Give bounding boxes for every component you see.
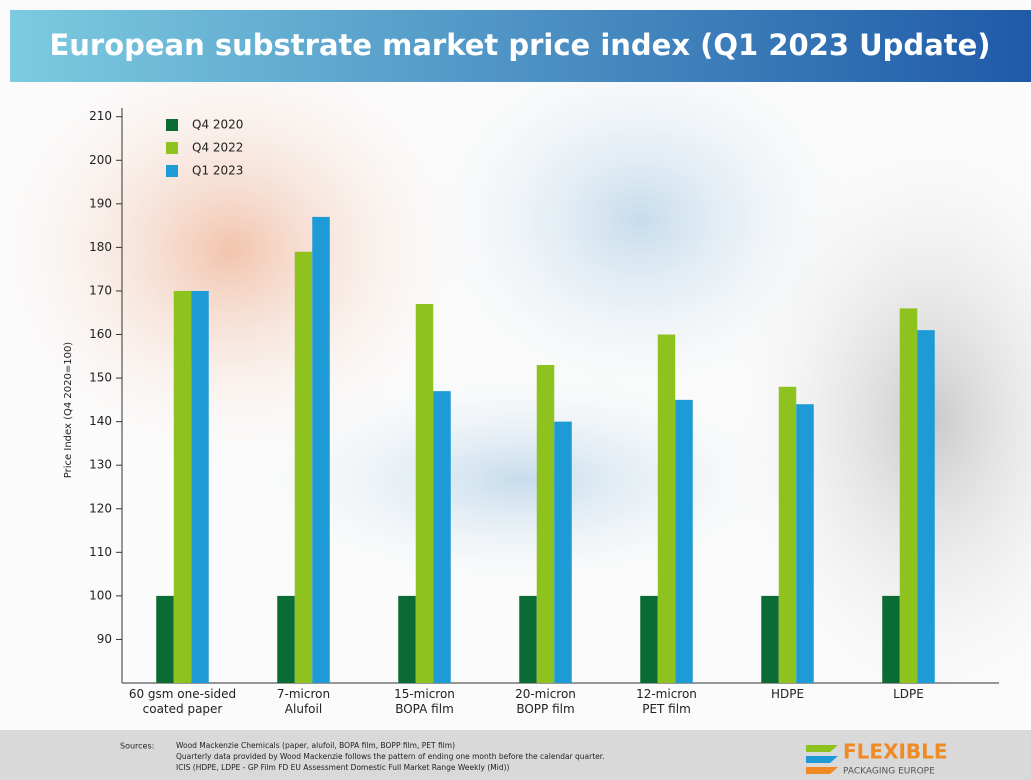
- page: European substrate market price index (Q…: [0, 0, 1031, 780]
- bar: [433, 391, 451, 683]
- x-tick-label: 60 gsm one-sided coated paper: [123, 687, 243, 717]
- y-tick-label: 90: [97, 632, 112, 646]
- bar: [156, 596, 174, 683]
- bar: [900, 308, 918, 683]
- y-tick-label: 110: [89, 545, 112, 559]
- bar: [554, 422, 572, 683]
- source-line: Quarterly data provided by Wood Mackenzi…: [176, 752, 605, 761]
- y-tick-label: 140: [89, 414, 112, 428]
- bar: [796, 404, 814, 683]
- source-line: ICIS (HDPE, LDPE - GP Film FD EU Assessm…: [176, 763, 510, 772]
- x-tick-label: LDPE: [849, 687, 969, 702]
- bar: [640, 596, 658, 683]
- logo-text: FLEXIBLE: [843, 740, 948, 764]
- y-tick-label: 190: [89, 196, 112, 210]
- logo-subtext: PACKAGING EUROPE: [843, 767, 935, 777]
- bar: [882, 596, 900, 683]
- legend-label: Q4 2022: [192, 141, 243, 155]
- sources-label: Sources:: [120, 742, 154, 751]
- legend-label: Q1 2023: [192, 164, 243, 178]
- y-tick-label: 200: [89, 153, 112, 167]
- bar: [174, 291, 192, 683]
- bar: [917, 330, 935, 683]
- y-tick-label: 170: [89, 283, 112, 297]
- x-tick-label: 20-micron BOPP film: [486, 687, 606, 717]
- background-decor: [0, 20, 1031, 740]
- chart: European substrate market price index (Q…: [0, 0, 1031, 780]
- bar: [779, 387, 797, 683]
- bar: [398, 596, 416, 683]
- bar: [295, 252, 313, 683]
- bar: [277, 596, 295, 683]
- bar: [675, 400, 693, 683]
- legend-swatch: [166, 165, 178, 177]
- x-tick-label: 12-micron PET film: [607, 687, 727, 717]
- y-tick-label: 180: [89, 240, 112, 254]
- bar: [416, 304, 434, 683]
- y-tick-label: 120: [89, 501, 112, 515]
- x-tick-label: 15-micron BOPA film: [365, 687, 485, 717]
- source-line: Wood Mackenzie Chemicals (paper, alufoil…: [176, 741, 455, 750]
- y-tick-label: 210: [89, 109, 112, 123]
- bar: [537, 365, 555, 683]
- bar: [519, 596, 537, 683]
- y-tick-label: 150: [89, 371, 112, 385]
- y-axis-label: Price Index (Q4 2020=100): [63, 342, 74, 479]
- x-tick-label: HDPE: [728, 687, 848, 702]
- legend-swatch: [166, 142, 178, 154]
- bar: [761, 596, 779, 683]
- y-tick-label: 100: [89, 588, 112, 602]
- bar: [658, 335, 676, 683]
- y-tick-label: 130: [89, 458, 112, 472]
- x-tick-label: 7-micron Alufoil: [244, 687, 364, 717]
- chart-title: European substrate market price index (Q…: [49, 28, 990, 62]
- bar: [312, 217, 330, 683]
- bar: [191, 291, 209, 683]
- y-tick-label: 160: [89, 327, 112, 341]
- legend-label: Q4 2020: [192, 118, 243, 132]
- legend-swatch: [166, 119, 178, 131]
